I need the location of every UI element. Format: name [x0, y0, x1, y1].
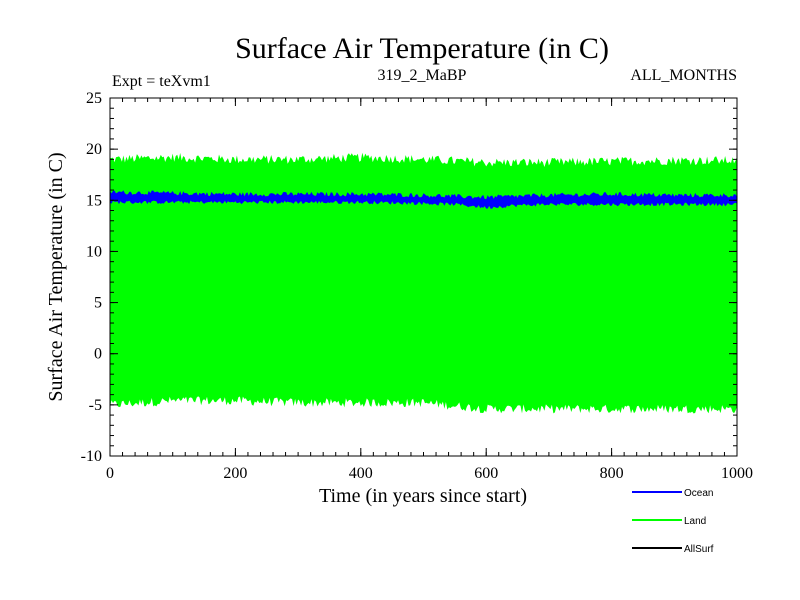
series-land-band — [110, 152, 737, 414]
y-tick-label: 10 — [86, 243, 102, 260]
legend-label-ocean: Ocean — [684, 488, 713, 499]
x-axis-label: Time (in years since start) — [319, 485, 527, 507]
x-tick-label: 800 — [600, 465, 624, 482]
subtitle-center: 319_2_MaBP — [378, 67, 467, 84]
series-layer — [110, 152, 737, 414]
legend-label-allsurf: AllSurf — [684, 544, 714, 555]
x-tick-label: 1000 — [721, 465, 753, 482]
y-axis-label: Surface Air Temperature (in C) — [45, 152, 67, 401]
x-tick-label: 0 — [106, 465, 114, 482]
subtitle-left: Expt = teXvm1 — [112, 73, 211, 90]
x-tick-label: 600 — [474, 465, 498, 482]
y-tick-label: 0 — [94, 346, 102, 363]
ticks-layer: 0 200 400 600 800 1000 -10 -5 0 5 10 15 20 25 — [81, 90, 753, 482]
y-tick-label: 5 — [94, 295, 102, 312]
subtitle-right: ALL_MONTHS — [630, 67, 737, 84]
x-tick-label: 400 — [349, 465, 373, 482]
series-ocean-band — [110, 190, 737, 209]
chart-title: Surface Air Temperature (in C) — [235, 32, 609, 65]
y-tick-label: 15 — [86, 192, 102, 209]
x-tick-label: 200 — [223, 465, 247, 482]
y-tick-label: 20 — [86, 141, 102, 158]
legend-label-land: Land — [684, 516, 706, 527]
y-tick-label: 25 — [86, 90, 102, 107]
y-tick-label: -5 — [89, 397, 102, 414]
plot-frame — [109, 97, 738, 457]
legend: Ocean Land AllSurf — [632, 488, 714, 555]
y-tick-label: -10 — [81, 448, 102, 465]
